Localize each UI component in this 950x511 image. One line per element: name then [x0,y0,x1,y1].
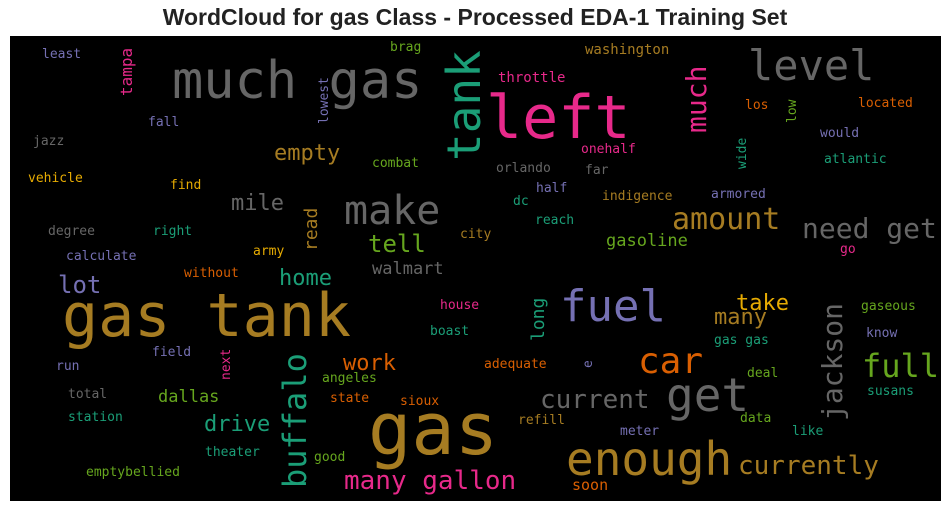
cloud-word-armored: armored [711,187,766,202]
cloud-word-buffalo: buffalo [276,353,314,488]
cloud-word-left: left [486,83,631,153]
cloud-word-empty: empty [274,141,340,166]
cloud-word-angeles: angeles [322,371,377,386]
cloud-word-brag: brag [390,40,421,55]
cloud-word-amount: amount [672,202,780,237]
cloud-word-good: good [314,450,345,465]
cloud-word-level: level [748,41,874,90]
cloud-word-full: full [862,347,939,385]
cloud-word-least: least [42,47,81,62]
cloud-word-find: find [170,178,201,193]
cloud-word-far: far [585,163,609,178]
cloud-word-home: home [279,266,332,291]
cloud-word-refill: refill [518,413,565,428]
cloud-word-house: house [440,298,479,313]
cloud-word-without: without [184,266,239,281]
word-cloud-panel: gas tank gas much gas left tank level much fuel… [10,36,941,501]
cloud-word-take: take [736,291,789,316]
cloud-word-atlantic: atlantic [824,152,887,167]
cloud-word-much: much [680,66,713,133]
cloud-word-much-gas: much gas [172,51,422,111]
cloud-word-many: many [714,305,767,330]
cloud-word-meter: meter [620,424,659,439]
cloud-word-throttle: throttle [498,70,565,86]
cloud-word-gas-gas: gas gas [714,333,769,348]
cloud-word-gaseous: gaseous [861,299,916,314]
cloud-word-wide: wide [735,138,750,169]
cloud-word-know: know [866,326,897,341]
cloud-word-car: car [638,341,703,382]
cloud-word-would: would [820,126,859,141]
cloud-word-make: make [344,188,440,234]
figure-title: WordCloud for gas Class - Processed EDA-… [162,4,788,30]
cloud-word-e: e [581,360,596,368]
cloud-word-lowest: lowest [317,77,332,124]
cloud-word-dc: dc [513,194,529,209]
cloud-word-deal: deal [747,366,778,381]
cloud-word-located: located [858,96,913,111]
cloud-word-tell: tell [368,230,426,258]
cloud-word-read: read [301,208,322,251]
cloud-word-go: go [840,242,856,257]
cloud-word-mile: mile [231,191,284,216]
cloud-word-los: los [745,98,768,113]
cloud-word-gasoline: gasoline [606,231,688,251]
cloud-word-jackson: jackson [816,303,849,421]
cloud-word-state: state [330,391,369,406]
cloud-word-washington: washington [585,42,669,58]
cloud-word-fall: fall [148,115,179,130]
cloud-word-run: run [56,359,79,374]
cloud-word-combat: combat [372,156,419,171]
cloud-word-get: get [666,368,749,422]
cloud-word-long: long [528,298,549,341]
cloud-word-vehicle: vehicle [28,171,83,186]
cloud-word-gas: gas [368,387,498,471]
cloud-word-fuel: fuel [560,281,666,332]
cloud-word-indigence: indigence [602,189,673,204]
cloud-word-data: data [740,411,771,426]
cloud-word-lot: lot [58,271,101,299]
cloud-word-currently: currently [738,451,879,481]
cloud-word-low: low [785,99,800,123]
cloud-word-tank: tank [437,50,491,161]
cloud-word-dallas: dallas [158,387,219,407]
cloud-word-jazz: jazz [33,134,64,149]
cloud-word-adequate: adequate [484,357,547,372]
cloud-word-right: right [153,224,192,239]
cloud-word-calculate: calculate [66,249,137,264]
cloud-word-many-gallon: many gallon [344,466,516,496]
cloud-word-current: current [540,385,650,415]
cloud-word-emptybellied: emptybellied [86,465,180,480]
cloud-word-station: station [68,410,123,425]
cloud-word-army: army [253,244,284,259]
cloud-word-sioux: sioux [400,394,439,409]
cloud-word-half: half [536,181,567,196]
cloud-word-field: field [152,345,191,360]
cloud-word-gas-tank: gas tank [62,281,351,351]
cloud-word-reach: reach [535,213,574,228]
cloud-word-work: work [343,351,396,376]
cloud-word-need-get: need get [802,212,937,245]
cloud-word-total: total [68,387,107,402]
cloud-word-city: city [460,227,491,242]
cloud-word-susans: susans [867,384,914,399]
cloud-word-boast: boast [430,324,469,339]
cloud-word-enough: enough [566,432,732,486]
cloud-word-tampa: tampa [117,48,136,96]
cloud-word-orlando: orlando [496,161,551,176]
cloud-word-drive: drive [204,412,270,437]
cloud-word-theater: theater [205,445,260,460]
cloud-word-soon: soon [572,476,608,494]
cloud-word-walmart: walmart [372,259,444,279]
cloud-word-onehalf: onehalf [581,142,636,157]
cloud-word-next: next [219,349,234,380]
cloud-word-like: like [792,424,823,439]
cloud-word-degree: degree [48,224,95,239]
